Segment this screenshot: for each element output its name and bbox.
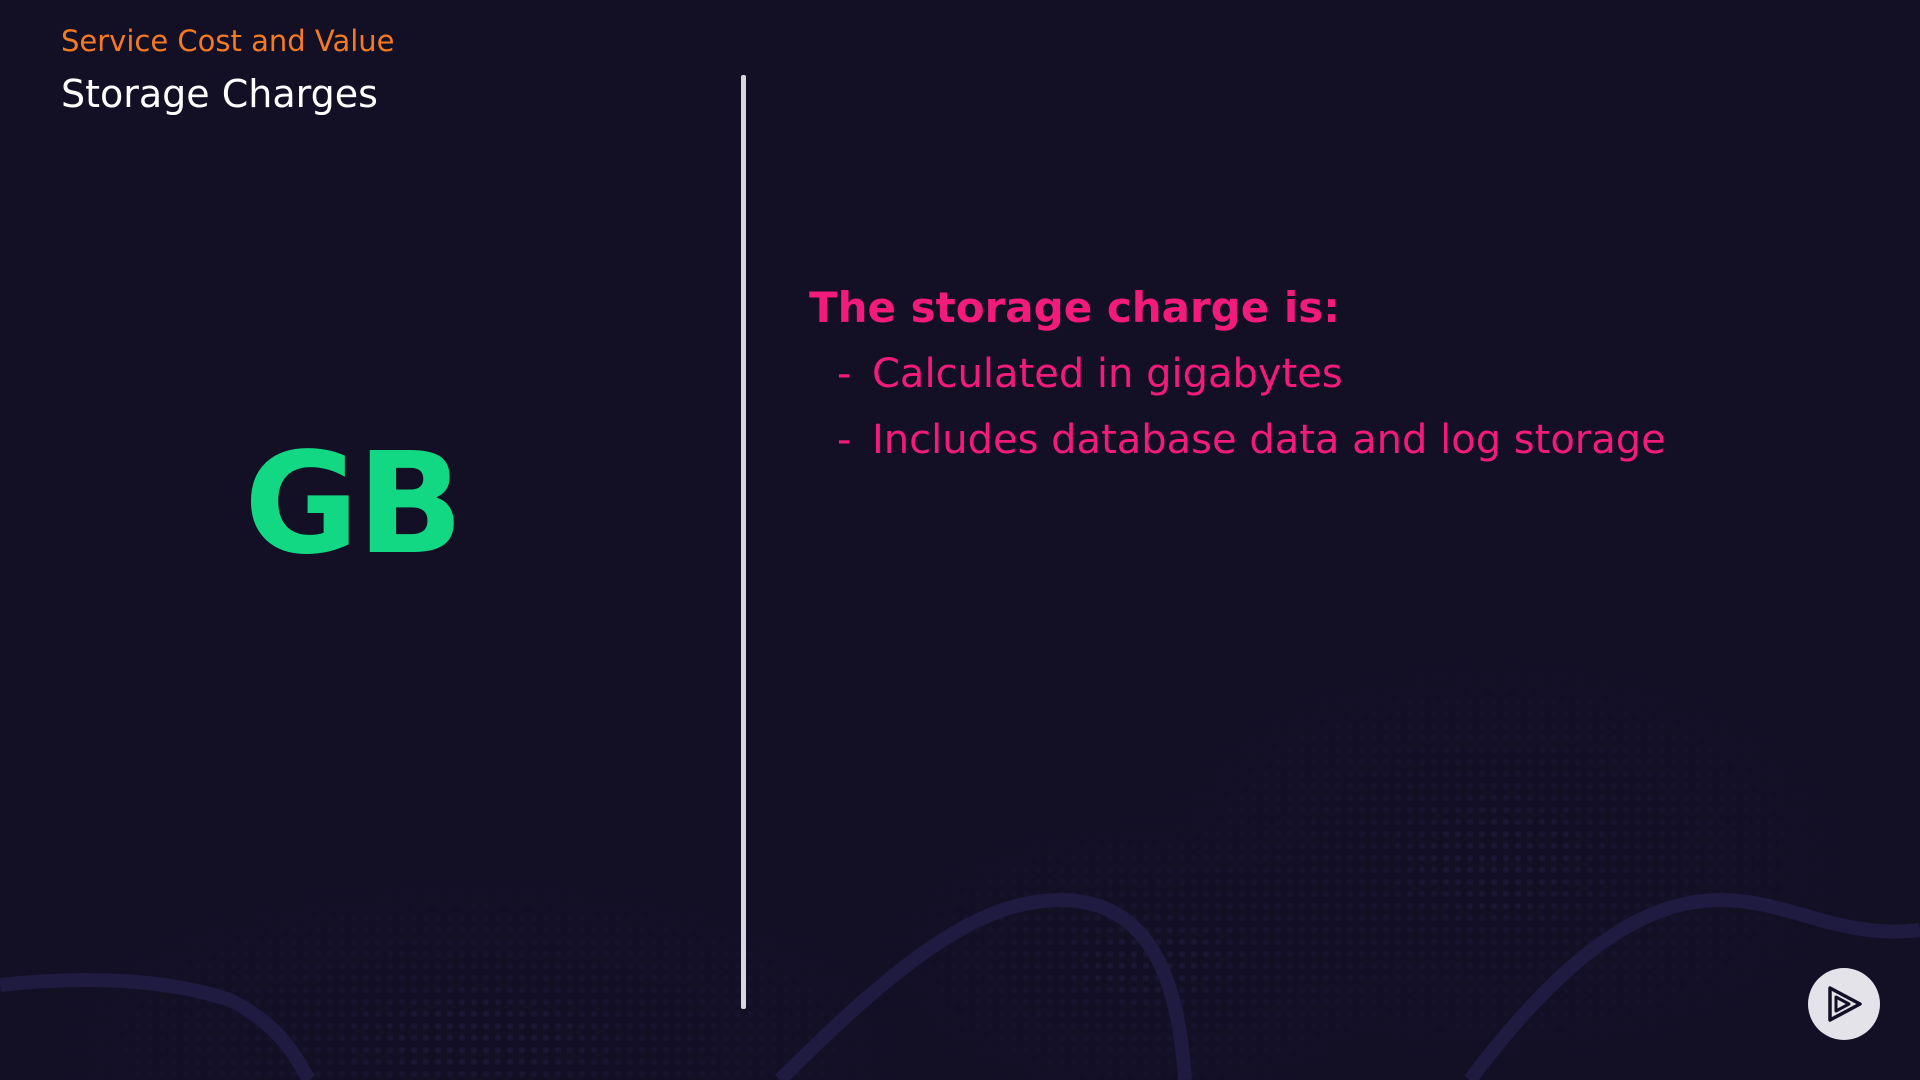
bullet-list: - Calculated in gigabytes - Includes dat… (809, 344, 1666, 476)
section-kicker: Service Cost and Value (61, 24, 395, 58)
bullet-text: Includes database data and log storage (872, 417, 1666, 463)
play-logo-icon (1828, 986, 1862, 1022)
gb-abbreviation: GB (244, 423, 464, 586)
content-heading: The storage charge is: (809, 283, 1341, 332)
bullet-dash: - (837, 417, 852, 463)
bullet-text: Calculated in gigabytes (872, 351, 1343, 397)
list-item: - Calculated in gigabytes (809, 344, 1666, 410)
page-title: Storage Charges (61, 72, 378, 116)
vertical-divider (741, 75, 746, 1009)
content-block: The storage charge is: - Calculated in g… (809, 278, 1666, 476)
list-item: - Includes database data and log storage (809, 410, 1666, 476)
play-button[interactable] (1808, 968, 1880, 1040)
bullet-dash: - (837, 351, 852, 397)
